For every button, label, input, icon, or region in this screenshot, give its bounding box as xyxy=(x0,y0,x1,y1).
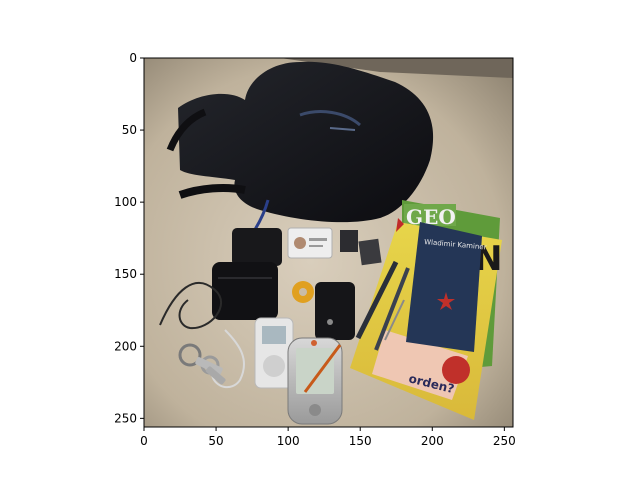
pen xyxy=(355,260,399,340)
backpack xyxy=(166,61,434,223)
pen-2 xyxy=(374,267,410,351)
mobile-phone xyxy=(315,282,355,340)
x-tick-label: 150 xyxy=(349,434,372,448)
y-axis: 0 50 100 150 200 250 xyxy=(114,51,144,425)
wallet xyxy=(232,228,282,266)
memory-card xyxy=(340,230,358,252)
y-tick-label: 50 xyxy=(122,123,137,137)
x-tick-label: 200 xyxy=(421,434,444,448)
camera-case xyxy=(212,262,278,320)
x-tick-label: 0 xyxy=(140,434,148,448)
x-tick-label: 50 xyxy=(208,434,223,448)
y-tick-label: 100 xyxy=(114,195,137,209)
x-axis: 0 50 100 150 200 250 xyxy=(140,427,516,448)
y-tick-label: 250 xyxy=(114,411,137,425)
y-tick-label: 200 xyxy=(114,339,137,353)
y-tick-label: 150 xyxy=(114,267,137,281)
keys xyxy=(178,343,226,385)
y-tick-label: 0 xyxy=(129,51,137,65)
memory-card-2 xyxy=(358,238,382,266)
id-badge xyxy=(287,227,333,259)
x-tick-label: 100 xyxy=(277,434,300,448)
book xyxy=(406,222,482,352)
wall-strip xyxy=(280,58,513,78)
x-tick-label: 250 xyxy=(493,434,516,448)
axes-frame xyxy=(143,57,514,428)
photo: GEO N orden? Wladimir Kaminer xyxy=(144,58,513,427)
earphone-cable xyxy=(159,282,223,330)
